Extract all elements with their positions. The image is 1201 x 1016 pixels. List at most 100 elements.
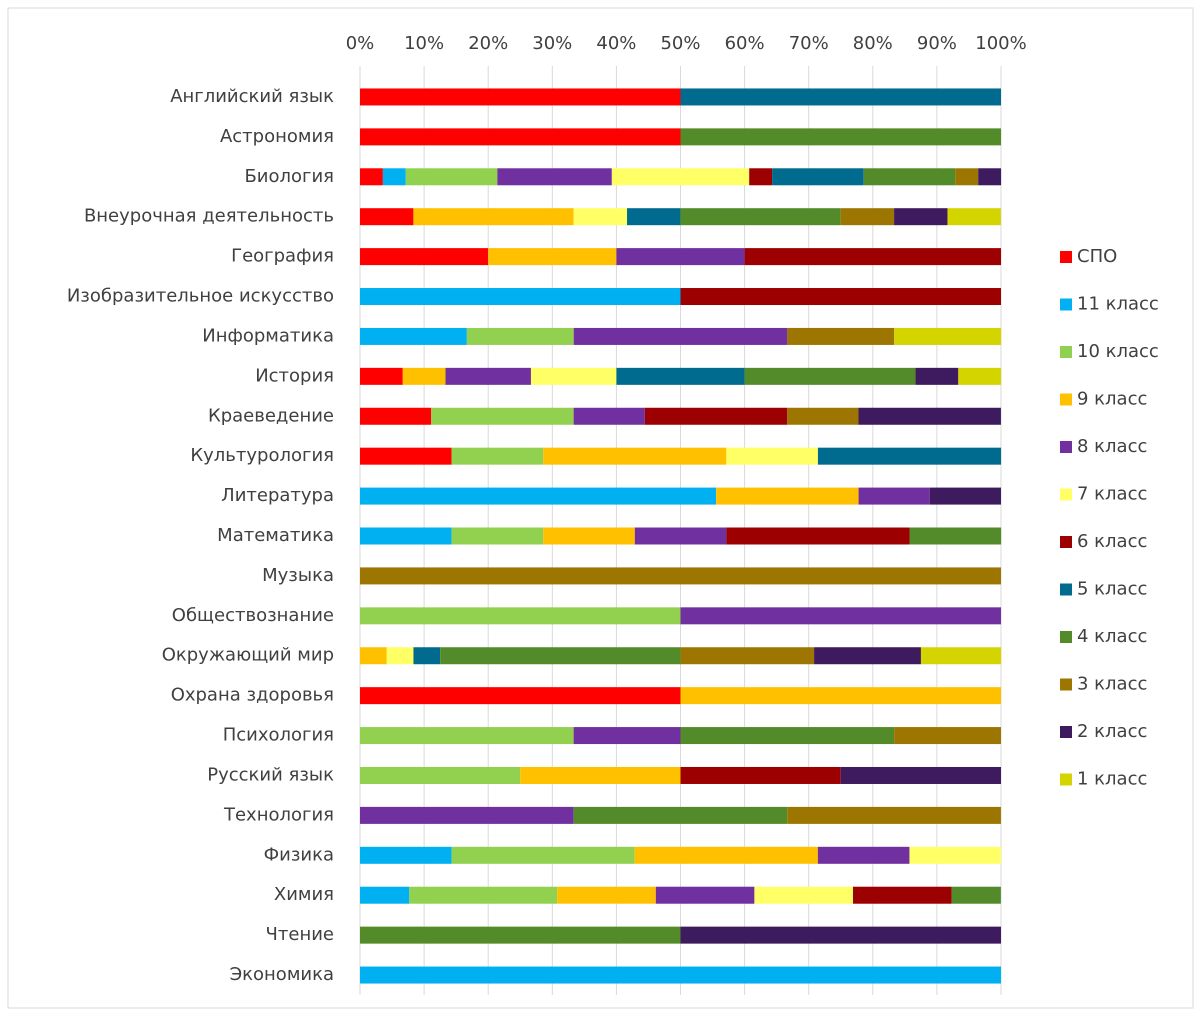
legend-label: 6 класс	[1077, 531, 1147, 552]
bar-segment	[634, 846, 818, 864]
legend-label: 5 класс	[1077, 579, 1147, 600]
y-tick-label: География	[231, 246, 334, 267]
bar-segment	[680, 687, 1001, 705]
bar-segment	[616, 367, 745, 385]
bar-segment	[852, 886, 952, 904]
bar-segment	[520, 766, 681, 784]
bar-segment	[955, 168, 979, 186]
x-tick-label: 0%	[346, 33, 375, 54]
bar-segment	[920, 647, 1002, 665]
bar-segment	[409, 886, 558, 904]
legend-label: 8 класс	[1077, 436, 1147, 457]
x-tick-label: 90%	[917, 33, 957, 54]
bar-segment	[360, 527, 452, 545]
bar-segment	[466, 327, 574, 345]
bar-segment	[431, 407, 574, 425]
legend-label: 11 класс	[1077, 294, 1159, 315]
legend-swatch	[1060, 346, 1072, 358]
bar-segment	[413, 208, 574, 226]
x-tick-label: 60%	[725, 33, 765, 54]
y-tick-label: Музыка	[262, 565, 334, 586]
legend-label: 4 класс	[1077, 626, 1147, 647]
bar-segment	[616, 248, 745, 266]
bar-segment	[360, 886, 410, 904]
bar-segment	[360, 248, 489, 266]
legend-label: СПО	[1077, 246, 1117, 267]
bar-segment	[749, 168, 773, 186]
bar-segment	[573, 407, 645, 425]
bar-segment	[360, 208, 414, 226]
bar-segment	[858, 487, 930, 505]
y-tick-label: Внеурочная деятельность	[84, 206, 334, 227]
bar-segment	[360, 846, 452, 864]
bar-segment	[680, 208, 841, 226]
bar-segment	[360, 647, 387, 665]
bar-segment	[814, 647, 921, 665]
bar-segment	[644, 407, 788, 425]
bar-segment	[680, 647, 815, 665]
legend-swatch	[1060, 488, 1072, 501]
legend-swatch	[1060, 251, 1072, 263]
y-tick-label: Технология	[223, 804, 334, 825]
bar-segment	[573, 208, 628, 226]
bar-segment	[680, 128, 1001, 146]
legend-swatch	[1060, 773, 1072, 786]
x-tick-label: 20%	[468, 33, 508, 54]
bar-segment	[360, 288, 681, 306]
bar-segment	[680, 288, 1001, 306]
bar-segment	[557, 886, 656, 904]
bar-segment	[655, 886, 755, 904]
bar-segment	[440, 647, 681, 665]
bar-segment	[680, 926, 1001, 944]
bar-segment	[744, 367, 916, 385]
y-tick-label: Информатика	[202, 325, 334, 346]
bar-segment	[627, 208, 681, 226]
bar-segment	[360, 806, 574, 824]
y-tick-label: Экономика	[230, 964, 334, 985]
bar-segment	[951, 886, 1001, 904]
legend-label: 1 класс	[1077, 769, 1147, 790]
bar-segment	[894, 208, 948, 226]
legend-label: 3 класс	[1077, 674, 1147, 695]
bar-segment	[573, 327, 788, 345]
y-tick-label: Биология	[244, 166, 334, 187]
bar-segment	[543, 527, 635, 545]
bar-segment	[360, 407, 432, 425]
y-tick-label: Чтение	[266, 924, 334, 945]
bar-segment	[360, 487, 717, 505]
legend-swatch	[1060, 441, 1072, 453]
legend-swatch	[1060, 726, 1072, 738]
bar-segment	[787, 407, 859, 425]
y-tick-label: Обществознание	[172, 605, 334, 626]
y-tick-label: История	[255, 365, 334, 386]
bar-segment	[680, 607, 1001, 625]
bar-segment	[894, 327, 1002, 345]
bar-segment	[451, 447, 544, 465]
bar-segment	[787, 327, 895, 345]
bar-segment	[360, 447, 452, 465]
legend-label: 9 класс	[1077, 389, 1147, 410]
bar-segment	[360, 367, 403, 385]
bar-segment	[680, 766, 841, 784]
bar-segment	[817, 846, 910, 864]
bar-segment	[787, 806, 1001, 824]
bar-segment	[530, 367, 617, 385]
bar-segment	[716, 487, 859, 505]
bar-segment	[488, 248, 617, 266]
y-tick-label: Краеведение	[208, 405, 334, 426]
bar-segment	[360, 88, 681, 106]
y-tick-label: Английский язык	[170, 86, 334, 107]
bar-segment	[772, 168, 864, 186]
x-tick-label: 40%	[596, 33, 636, 54]
x-tick-label: 70%	[789, 33, 829, 54]
y-tick-label: Изобразительное искусство	[67, 286, 334, 307]
bar-segment	[451, 846, 635, 864]
y-tick-label: Культурология	[190, 445, 334, 466]
bar-segment	[840, 766, 1001, 784]
y-tick-label: Русский язык	[207, 764, 334, 785]
legend-swatch	[1060, 536, 1072, 548]
bar-segment	[573, 806, 788, 824]
bar-segment	[680, 88, 1001, 106]
bar-segment	[915, 367, 959, 385]
